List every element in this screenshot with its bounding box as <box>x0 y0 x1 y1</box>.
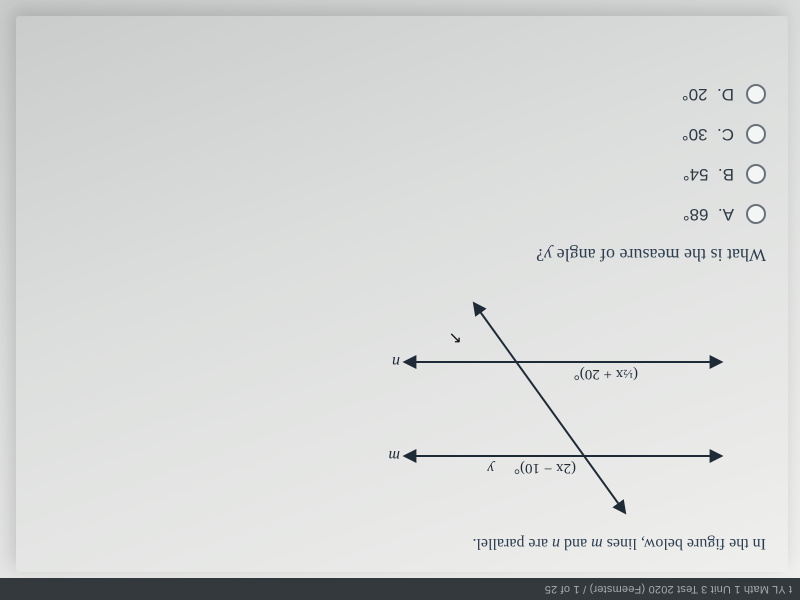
question-text: What is the measure of angle y? <box>34 244 766 265</box>
breadcrumb-text: t YL Math 1 Unit 3 Test 2020 (Feemster) … <box>545 583 792 595</box>
choice-letter: D. <box>717 85 734 104</box>
choice-value: 20° <box>682 85 708 104</box>
prompt-mid: and <box>560 535 591 552</box>
choice-value: 30° <box>682 125 708 144</box>
radio-icon[interactable] <box>746 164 766 184</box>
answer-choice[interactable]: D. 20° <box>34 84 766 104</box>
geometry-figure: m n (2x − 10)° y (½x + 20)° <box>34 275 758 520</box>
choice-value: 68° <box>683 205 709 224</box>
prompt-var-m: m <box>591 535 603 552</box>
choice-label: D. 20° <box>682 84 734 104</box>
choice-letter: A. <box>718 205 734 224</box>
radio-icon[interactable] <box>746 124 766 144</box>
prompt-suffix: are parallel. <box>472 535 552 552</box>
prompt-prefix: In the figure below, lines <box>603 535 766 552</box>
radio-icon[interactable] <box>746 204 766 224</box>
question-prefix: What is the measure of angle <box>552 245 766 265</box>
choice-label: B. 54° <box>683 164 734 184</box>
radio-icon[interactable] <box>746 84 766 104</box>
answer-choice[interactable]: C. 30° <box>34 124 766 144</box>
answer-choices: A. 68° B. 54° C. 30° D. 20° <box>34 84 766 224</box>
line-m-label: m <box>388 447 400 464</box>
line-n-label: n <box>392 353 400 370</box>
angle-expression-top: (2x − 10)° <box>514 460 576 476</box>
angle-expression-bottom: (½x + 20)° <box>574 366 638 382</box>
question-prompt: In the figure below, lines m and n are p… <box>34 534 766 552</box>
choice-label: C. 30° <box>682 124 734 144</box>
question-var: y <box>544 245 552 265</box>
choice-value: 54° <box>683 165 709 184</box>
question-suffix: ? <box>536 245 544 265</box>
choice-label: A. 68° <box>683 204 734 224</box>
transversal <box>476 306 623 510</box>
prompt-var-n: n <box>552 535 560 552</box>
answer-choice[interactable]: A. 68° <box>34 204 766 224</box>
answer-choice[interactable]: B. 54° <box>34 164 766 184</box>
figure-svg: m n (2x − 10)° y (½x + 20)° <box>378 280 758 520</box>
choice-letter: C. <box>717 125 734 144</box>
question-card: In the figure below, lines m and n are p… <box>0 44 800 578</box>
angle-y-label: y <box>487 460 496 476</box>
breadcrumb: t YL Math 1 Unit 3 Test 2020 (Feemster) … <box>0 578 800 600</box>
choice-letter: B. <box>718 165 734 184</box>
